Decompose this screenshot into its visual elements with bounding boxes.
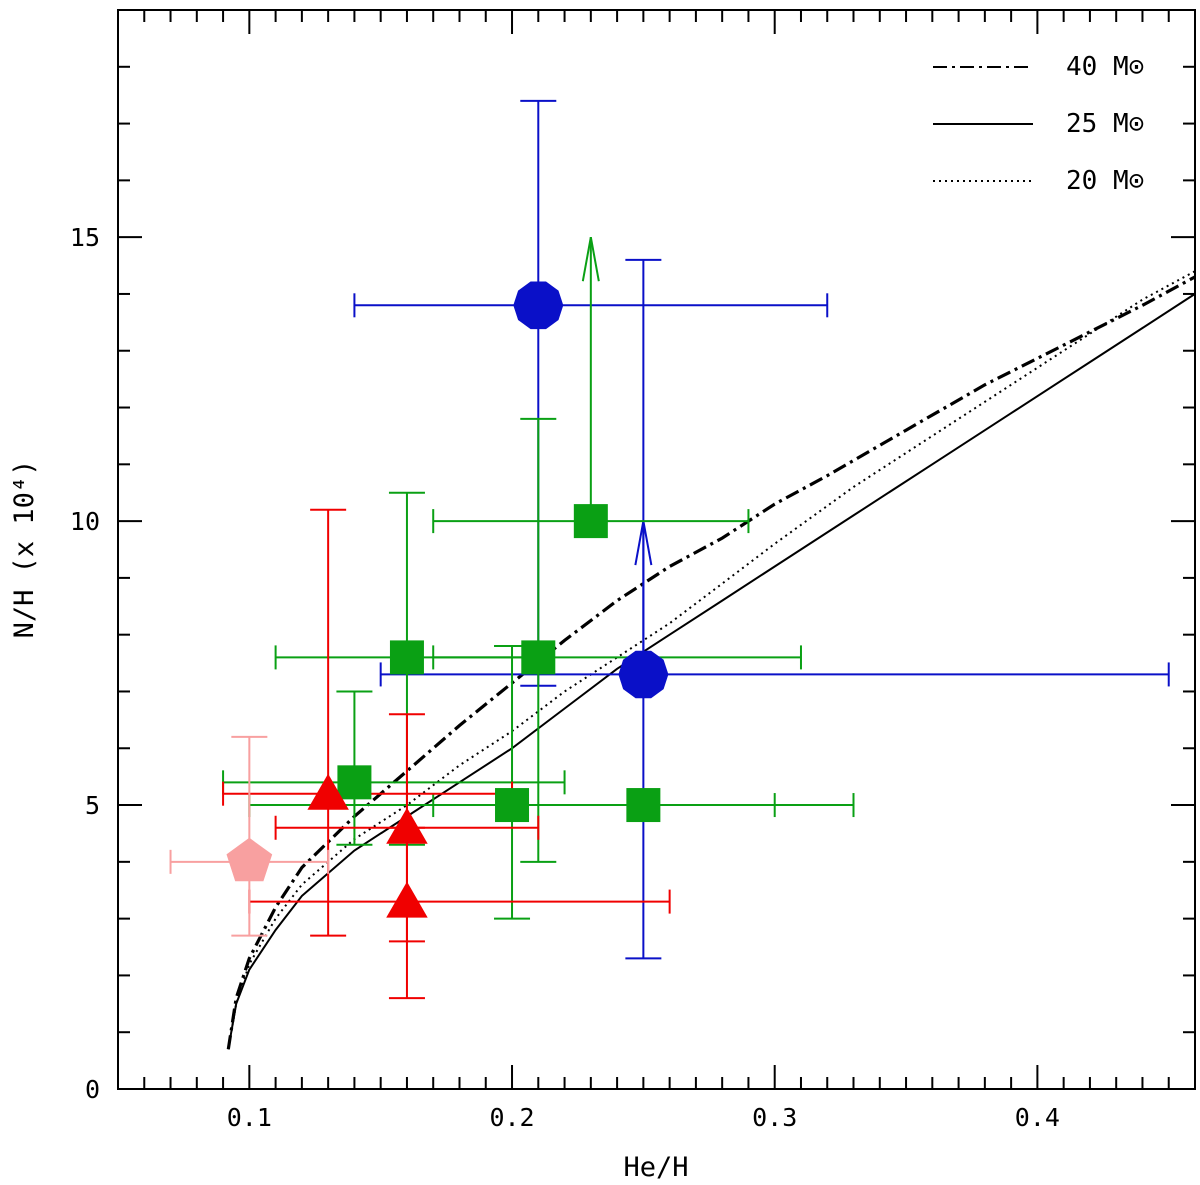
x-tick-label: 0.2 — [489, 1103, 534, 1132]
square-marker — [573, 504, 608, 539]
legend: 40 M⊙ 25 M⊙ 20 M⊙ — [933, 52, 1144, 196]
square-marker — [626, 788, 661, 823]
triangle-marker — [386, 881, 428, 918]
axis-tick-labels: 0.1 0.2 0.3 0.4 0 5 10 15 — [70, 223, 1060, 1132]
error-bars — [169, 99, 1170, 1000]
x-axis-title: He/H — [623, 1152, 688, 1183]
square-marker — [521, 640, 556, 675]
y-tick-label: 15 — [70, 223, 100, 252]
legend-label: 40 M⊙ — [1066, 52, 1144, 82]
model-curve — [227, 293, 1196, 1050]
legend-label: 20 M⊙ — [1066, 166, 1144, 196]
model-curves — [226, 270, 1196, 1050]
y-tick-label: 10 — [70, 507, 100, 536]
model-curve — [226, 275, 1196, 1050]
lower-limit-arrowhead — [581, 236, 600, 282]
triangle-marker — [307, 773, 349, 810]
circle-marker — [513, 281, 564, 330]
triangle-marker — [386, 807, 428, 844]
y-tick-label: 0 — [85, 1075, 100, 1104]
y-axis-title: N/H (x 10⁴) — [9, 460, 40, 639]
circle-marker — [618, 650, 669, 699]
x-tick-label: 0.3 — [752, 1103, 797, 1132]
pentagon-marker — [226, 837, 273, 882]
legend-label: 25 M⊙ — [1066, 109, 1144, 139]
axis-ticks — [117, 9, 1196, 1090]
x-tick-label: 0.4 — [1015, 1103, 1060, 1132]
plot-frame — [117, 9, 1196, 1090]
square-marker — [389, 640, 424, 675]
square-marker — [337, 765, 372, 800]
y-tick-label: 5 — [85, 791, 100, 820]
square-marker — [495, 788, 530, 823]
data-markers — [226, 281, 669, 918]
x-tick-label: 0.1 — [227, 1103, 272, 1132]
